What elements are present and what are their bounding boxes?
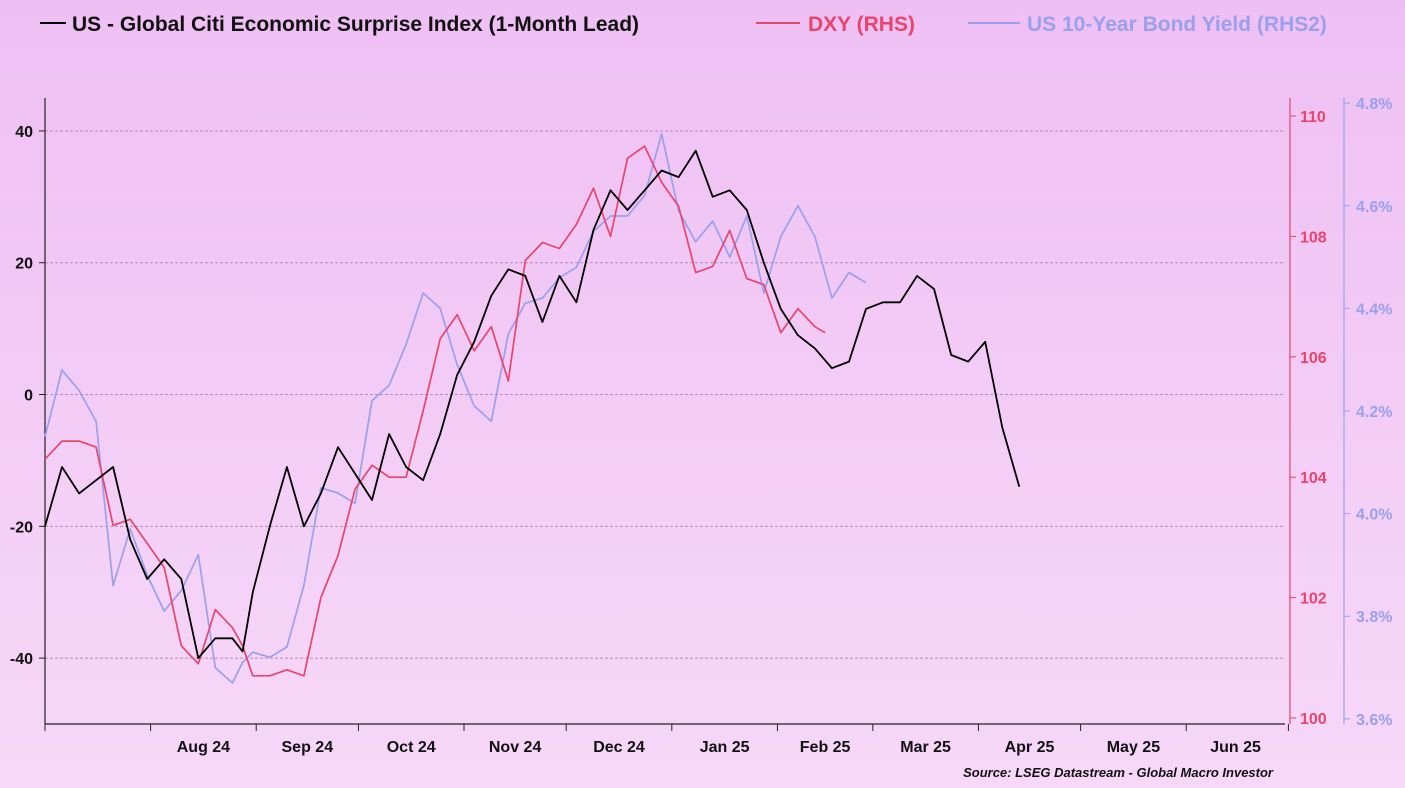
y-right-tick-label: 100 xyxy=(1300,711,1327,728)
legend-label-dxy: DXY (RHS) xyxy=(808,13,915,36)
y-right2-tick-label: 4.0% xyxy=(1356,507,1392,524)
y-right-tick-label: 110 xyxy=(1300,109,1326,126)
y-right2-tick-label: 3.8% xyxy=(1356,609,1392,626)
x-tick-label: May 25 xyxy=(1107,739,1160,756)
x-tick-label: Mar 25 xyxy=(900,739,951,756)
x-tick-label: Aug 24 xyxy=(177,739,230,756)
x-tick-label: Oct 24 xyxy=(387,739,436,756)
legend-item-bond-yield[interactable]: US 10-Year Bond Yield (RHS2) xyxy=(968,13,1327,36)
y-right-tick-label: 108 xyxy=(1300,229,1327,246)
y-right-tick-label: 102 xyxy=(1300,591,1327,608)
series-layer xyxy=(44,133,1021,684)
y-right2-tick-label: 4.2% xyxy=(1356,404,1392,421)
x-tick-label: Jan 25 xyxy=(700,739,750,756)
y-right-tick-label: 106 xyxy=(1300,350,1327,367)
y-right-tick-label: 104 xyxy=(1300,470,1327,487)
source-note: Source: LSEG Datastream - Global Macro I… xyxy=(963,765,1274,780)
y-right2-tick-label: 3.6% xyxy=(1356,712,1392,729)
axes xyxy=(39,98,1350,731)
y-tick-label: -40 xyxy=(10,651,33,668)
x-tick-label: Dec 24 xyxy=(593,739,645,756)
x-tick-label: Apr 25 xyxy=(1005,739,1055,756)
legend: US - Global Citi Economic Surprise Index… xyxy=(40,13,1327,36)
legend-item-surprise-index[interactable]: US - Global Citi Economic Surprise Index… xyxy=(40,13,639,36)
legend-label-surprise-index: US - Global Citi Economic Surprise Index… xyxy=(72,13,639,36)
series-line-surprise-index xyxy=(44,149,1021,659)
x-tick-label: Nov 24 xyxy=(489,739,542,756)
series-line-bond-yield xyxy=(44,133,867,684)
tick-labels: -40 -20 0 20 40 100 102 104 106 108 110 3.6% 3.8% 4.0… xyxy=(10,96,1393,756)
legend-item-dxy[interactable]: DXY (RHS) xyxy=(756,13,915,36)
y-tick-label: -20 xyxy=(10,519,33,536)
series-line-dxy xyxy=(44,145,826,677)
y-right2-tick-label: 4.6% xyxy=(1356,199,1392,216)
legend-label-bond-yield: US 10-Year Bond Yield (RHS2) xyxy=(1027,13,1327,36)
y-tick-label: 40 xyxy=(15,124,33,141)
x-tick-label: Sep 24 xyxy=(282,739,334,756)
y-tick-label: 0 xyxy=(24,388,33,405)
y-tick-label: 20 xyxy=(15,256,33,273)
gridlines xyxy=(45,130,1285,659)
x-tick-label: Feb 25 xyxy=(800,739,851,756)
y-right2-tick-label: 4.8% xyxy=(1356,96,1392,113)
x-tick-label: Jun 25 xyxy=(1210,739,1261,756)
y-right2-tick-label: 4.4% xyxy=(1356,301,1392,318)
